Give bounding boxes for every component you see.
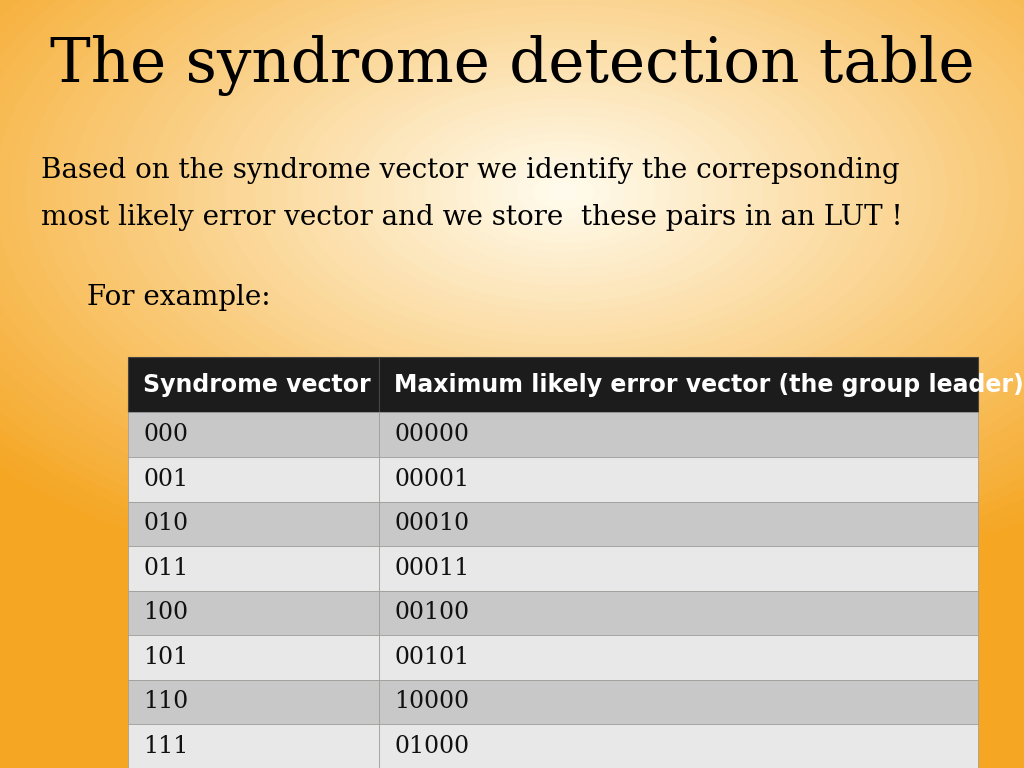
Ellipse shape	[0, 0, 1024, 513]
Ellipse shape	[333, 65, 794, 319]
Bar	[128, 502, 379, 546]
Ellipse shape	[210, 0, 916, 386]
Ellipse shape	[0, 0, 1024, 614]
Text: 001: 001	[143, 468, 188, 491]
Bar	[128, 680, 379, 724]
Ellipse shape	[348, 74, 778, 310]
Text: 011: 011	[143, 557, 188, 580]
Ellipse shape	[0, 0, 1024, 564]
Bar	[379, 457, 978, 502]
Text: 00100: 00100	[394, 601, 469, 624]
Text: 00101: 00101	[394, 646, 469, 669]
Text: 110: 110	[143, 690, 188, 713]
Ellipse shape	[133, 0, 993, 429]
Text: 000: 000	[143, 423, 188, 446]
Ellipse shape	[548, 184, 579, 200]
Ellipse shape	[225, 6, 901, 378]
Ellipse shape	[287, 40, 840, 344]
Ellipse shape	[72, 0, 1024, 462]
Text: 010: 010	[143, 512, 188, 535]
Ellipse shape	[410, 108, 717, 276]
Text: Based on the syndrome vector we identify the correpsonding: Based on the syndrome vector we identify…	[41, 157, 900, 184]
Ellipse shape	[179, 0, 947, 403]
Ellipse shape	[0, 0, 1024, 505]
Ellipse shape	[10, 0, 1024, 496]
Ellipse shape	[317, 57, 809, 327]
Ellipse shape	[0, 0, 1024, 547]
Ellipse shape	[256, 23, 870, 361]
Ellipse shape	[118, 0, 1009, 437]
Bar	[379, 502, 978, 546]
Text: The syndrome detection table: The syndrome detection table	[50, 35, 974, 95]
Bar	[379, 357, 978, 412]
Ellipse shape	[440, 124, 686, 260]
Ellipse shape	[379, 91, 748, 293]
Text: 00000: 00000	[394, 423, 469, 446]
Bar	[379, 591, 978, 635]
Bar	[128, 457, 379, 502]
Ellipse shape	[87, 0, 1024, 454]
Bar	[379, 546, 978, 591]
Ellipse shape	[0, 0, 1024, 521]
Ellipse shape	[26, 0, 1024, 488]
Bar	[128, 546, 379, 591]
Ellipse shape	[0, 0, 1024, 555]
Ellipse shape	[0, 0, 1024, 572]
Bar	[128, 357, 379, 412]
Ellipse shape	[241, 15, 886, 369]
Bar	[128, 724, 379, 768]
Ellipse shape	[456, 133, 671, 251]
Ellipse shape	[0, 0, 1024, 581]
Text: 10000: 10000	[394, 690, 469, 713]
Ellipse shape	[425, 116, 701, 268]
Ellipse shape	[0, 0, 1024, 589]
Text: 00010: 00010	[394, 512, 469, 535]
Bar	[128, 591, 379, 635]
Ellipse shape	[532, 175, 594, 209]
Ellipse shape	[0, 0, 1024, 598]
Ellipse shape	[486, 150, 640, 234]
Ellipse shape	[271, 31, 855, 353]
Ellipse shape	[0, 0, 1024, 538]
Ellipse shape	[302, 48, 824, 336]
Ellipse shape	[195, 0, 932, 395]
Ellipse shape	[56, 0, 1024, 471]
Text: Maximum likely error vector (the group leader): Maximum likely error vector (the group l…	[394, 372, 1024, 397]
Ellipse shape	[517, 167, 609, 217]
Bar	[128, 635, 379, 680]
Text: 101: 101	[143, 646, 188, 669]
Ellipse shape	[0, 0, 1024, 530]
Ellipse shape	[0, 0, 1024, 606]
Bar	[379, 412, 978, 457]
Ellipse shape	[471, 141, 655, 243]
Bar	[128, 412, 379, 457]
Ellipse shape	[41, 0, 1024, 479]
Text: 111: 111	[143, 735, 188, 758]
Bar	[379, 724, 978, 768]
Ellipse shape	[164, 0, 963, 412]
Ellipse shape	[364, 82, 763, 302]
Text: most likely error vector and we store  these pairs in an LUT !: most likely error vector and we store th…	[41, 204, 902, 230]
Text: 00001: 00001	[394, 468, 469, 491]
Ellipse shape	[102, 0, 1024, 445]
Bar	[379, 680, 978, 724]
Text: For example:: For example:	[87, 284, 270, 311]
Bar	[379, 635, 978, 680]
Ellipse shape	[148, 0, 978, 420]
Text: 01000: 01000	[394, 735, 469, 758]
Text: 100: 100	[143, 601, 188, 624]
Text: Syndrome vector: Syndrome vector	[143, 372, 371, 397]
Text: 00011: 00011	[394, 557, 469, 580]
Ellipse shape	[394, 99, 732, 285]
Ellipse shape	[502, 158, 625, 226]
